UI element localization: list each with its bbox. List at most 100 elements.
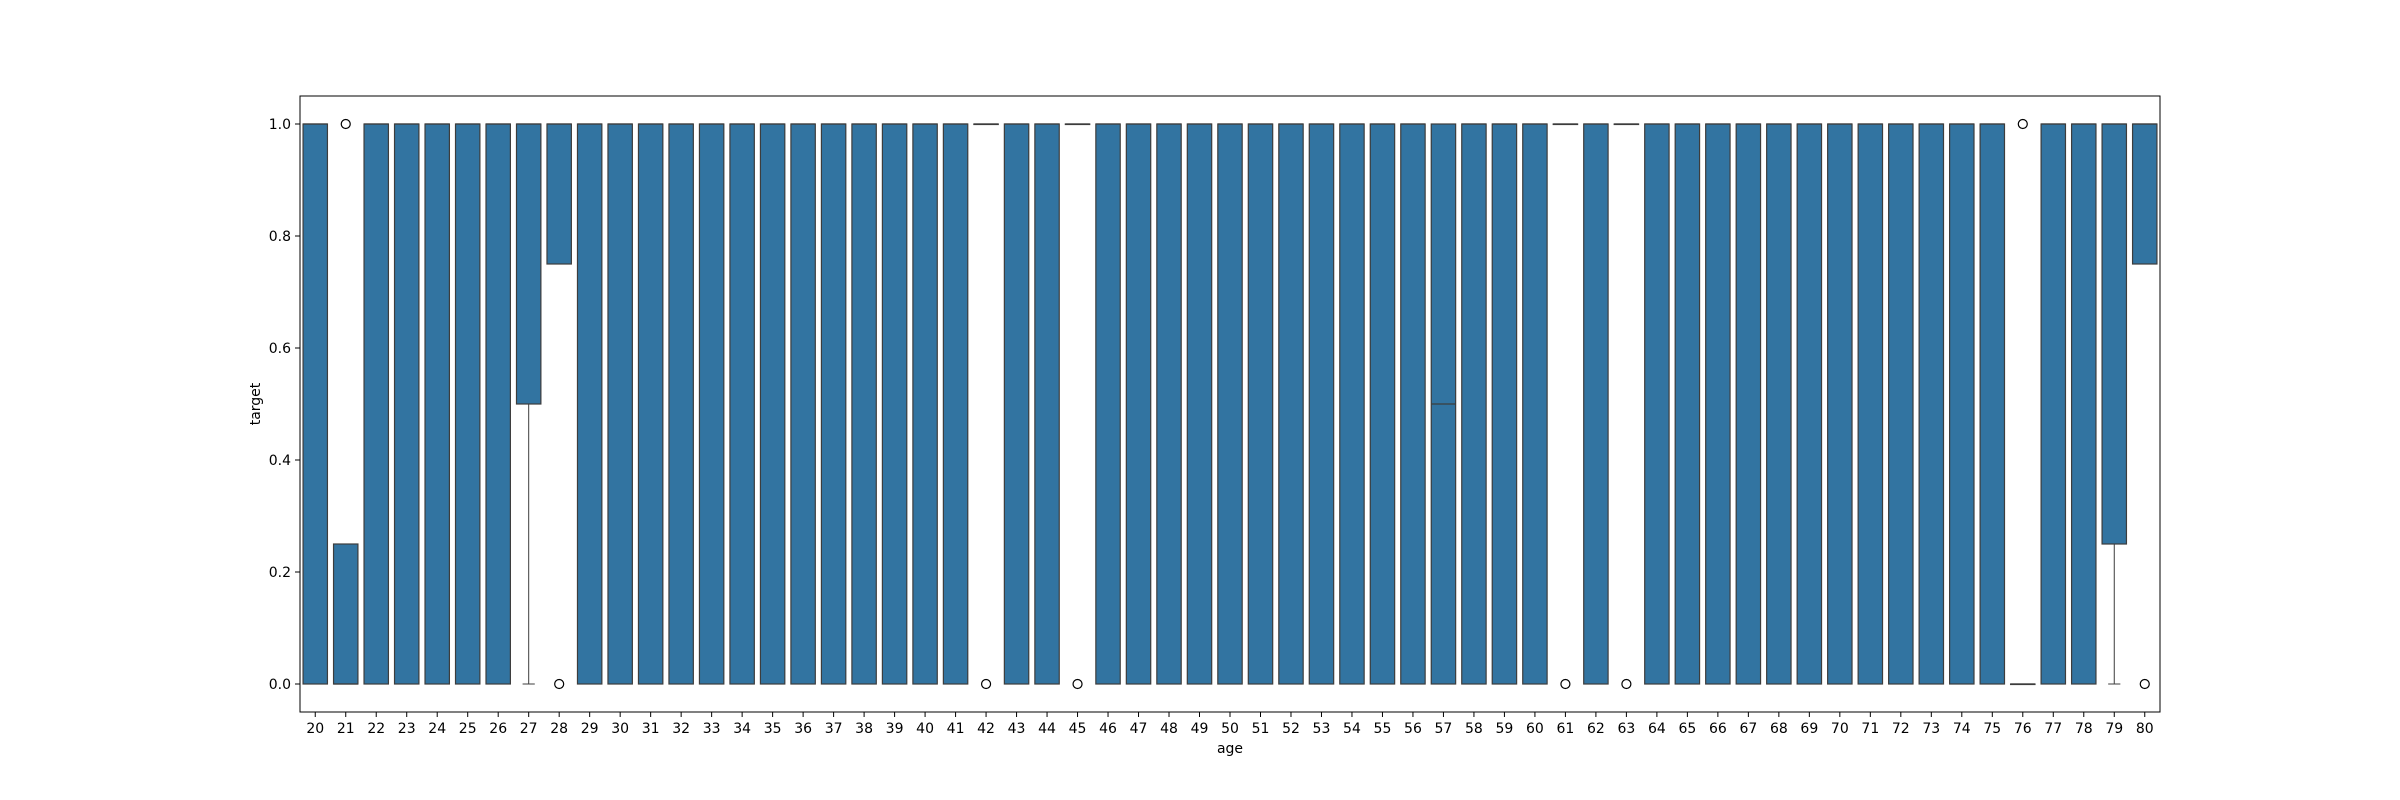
box-group-57 bbox=[1431, 124, 1455, 684]
box-group-46 bbox=[1096, 124, 1120, 684]
x-tick-label: 62 bbox=[1587, 721, 1605, 737]
box-group-62 bbox=[1584, 124, 1608, 684]
box-75 bbox=[1980, 124, 2004, 684]
box-group-80 bbox=[2133, 124, 2157, 689]
box-44 bbox=[1035, 124, 1059, 684]
box-group-49 bbox=[1187, 124, 1211, 684]
box-group-41 bbox=[943, 124, 967, 684]
x-tick-label: 80 bbox=[2136, 721, 2154, 737]
box-group-28 bbox=[547, 124, 571, 689]
box-group-40 bbox=[913, 124, 937, 684]
box-group-30 bbox=[608, 124, 632, 684]
box-67 bbox=[1736, 124, 1760, 684]
x-tick-label: 25 bbox=[459, 721, 477, 737]
x-tick-label: 70 bbox=[1831, 721, 1849, 737]
box-29 bbox=[577, 124, 601, 684]
box-group-27 bbox=[516, 124, 540, 684]
box-79 bbox=[2102, 124, 2126, 544]
box-21 bbox=[334, 544, 358, 684]
x-tick-label: 76 bbox=[2014, 721, 2032, 737]
x-tick-label: 57 bbox=[1435, 721, 1453, 737]
box-group-63 bbox=[1614, 124, 1638, 689]
box-group-34 bbox=[730, 124, 754, 684]
box-group-36 bbox=[791, 124, 815, 684]
x-tick-label: 46 bbox=[1099, 721, 1117, 737]
y-tick-label: 0.4 bbox=[269, 453, 291, 469]
x-tick-label: 48 bbox=[1160, 721, 1178, 737]
outlier-point bbox=[555, 680, 564, 689]
outlier-point bbox=[2140, 680, 2149, 689]
box-group-61 bbox=[1553, 124, 1577, 689]
x-tick-label: 73 bbox=[1922, 721, 1940, 737]
x-tick-label: 32 bbox=[672, 721, 690, 737]
box-group-60 bbox=[1523, 124, 1547, 684]
outlier-point bbox=[982, 680, 991, 689]
box-69 bbox=[1797, 124, 1821, 684]
box-group-32 bbox=[669, 124, 693, 684]
box-group-47 bbox=[1126, 124, 1150, 684]
box-group-21 bbox=[334, 120, 358, 685]
box-27 bbox=[516, 124, 540, 404]
box-31 bbox=[638, 124, 662, 684]
box-68 bbox=[1767, 124, 1791, 684]
x-tick-label: 35 bbox=[764, 721, 782, 737]
y-tick-label: 0.6 bbox=[269, 341, 291, 357]
box-group-73 bbox=[1919, 124, 1943, 684]
box-group-59 bbox=[1492, 124, 1516, 684]
x-tick-label: 54 bbox=[1343, 721, 1361, 737]
box-group-25 bbox=[456, 124, 480, 684]
box-group-65 bbox=[1675, 124, 1699, 684]
y-axis-title: target bbox=[248, 382, 264, 425]
box-66 bbox=[1706, 124, 1730, 684]
y-tick-label: 0.8 bbox=[269, 229, 291, 245]
box-group-77 bbox=[2041, 124, 2065, 684]
box-group-75 bbox=[1980, 124, 2004, 684]
x-tick-label: 47 bbox=[1130, 721, 1148, 737]
x-tick-label: 66 bbox=[1709, 721, 1727, 737]
x-tick-label: 61 bbox=[1556, 721, 1574, 737]
box-group-20 bbox=[303, 124, 327, 684]
x-tick-label: 49 bbox=[1191, 721, 1209, 737]
box-53 bbox=[1309, 124, 1333, 684]
box-40 bbox=[913, 124, 937, 684]
box-group-50 bbox=[1218, 124, 1242, 684]
x-tick-label: 56 bbox=[1404, 721, 1422, 737]
box-43 bbox=[1004, 124, 1028, 684]
x-tick-label: 75 bbox=[1983, 721, 2001, 737]
x-tick-label: 69 bbox=[1800, 721, 1818, 737]
box-group-70 bbox=[1828, 124, 1852, 684]
box-47 bbox=[1126, 124, 1150, 684]
box-49 bbox=[1187, 124, 1211, 684]
box-32 bbox=[669, 124, 693, 684]
outlier-point bbox=[341, 120, 350, 129]
box-77 bbox=[2041, 124, 2065, 684]
x-tick-label: 36 bbox=[794, 721, 812, 737]
x-tick-label: 68 bbox=[1770, 721, 1788, 737]
x-tick-label: 27 bbox=[520, 721, 538, 737]
x-tick-label: 43 bbox=[1008, 721, 1026, 737]
box-24 bbox=[425, 124, 449, 684]
x-tick-label: 78 bbox=[2075, 721, 2093, 737]
box-group-54 bbox=[1340, 124, 1364, 684]
box-group-29 bbox=[577, 124, 601, 684]
box-34 bbox=[730, 124, 754, 684]
box-54 bbox=[1340, 124, 1364, 684]
box-group-22 bbox=[364, 124, 388, 684]
x-tick-label: 60 bbox=[1526, 721, 1544, 737]
box-33 bbox=[699, 124, 723, 684]
box-group-71 bbox=[1858, 124, 1882, 684]
box-51 bbox=[1248, 124, 1272, 684]
box-group-48 bbox=[1157, 124, 1181, 684]
x-tick-label: 74 bbox=[1953, 721, 1971, 737]
outlier-point bbox=[1622, 680, 1631, 689]
box-22 bbox=[364, 124, 388, 684]
x-tick-label: 31 bbox=[642, 721, 660, 737]
box-group-78 bbox=[2072, 124, 2096, 684]
box-23 bbox=[395, 124, 419, 684]
box-64 bbox=[1645, 124, 1669, 684]
box-group-33 bbox=[699, 124, 723, 684]
box-group-51 bbox=[1248, 124, 1272, 684]
x-tick-label: 29 bbox=[581, 721, 599, 737]
box-group-37 bbox=[821, 124, 845, 684]
